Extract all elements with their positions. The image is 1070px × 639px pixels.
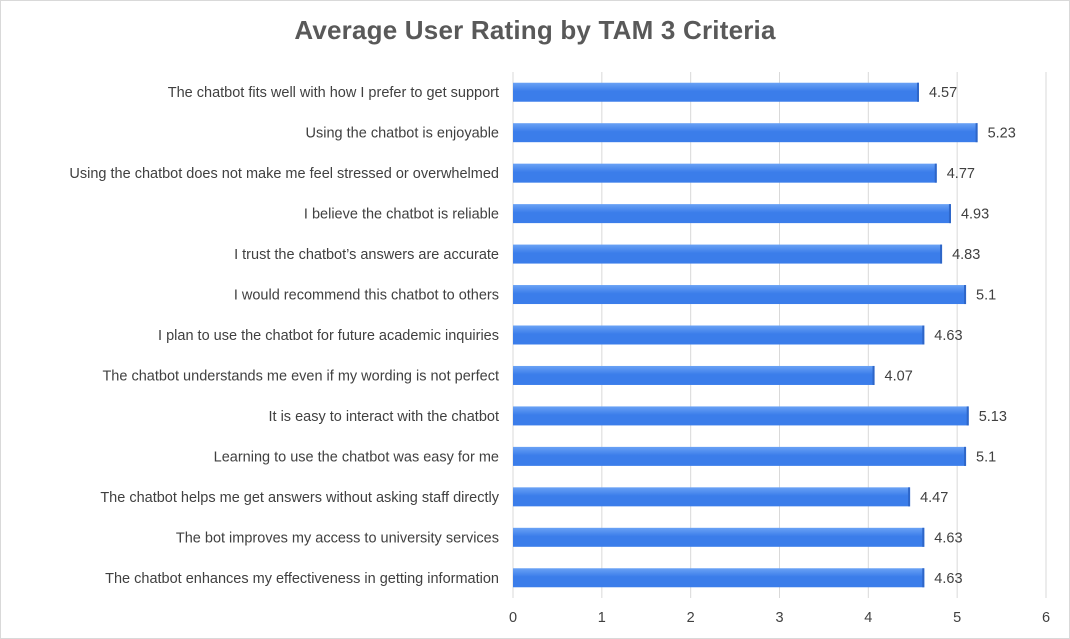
- value-label: 5.1: [976, 288, 996, 304]
- bar-end-shade: [975, 123, 978, 143]
- value-label: 5.23: [988, 126, 1016, 142]
- bar-end-shade: [964, 285, 967, 305]
- x-tick-label: 0: [509, 610, 517, 626]
- bar-end-shade: [934, 163, 937, 183]
- x-tick-label: 3: [775, 610, 783, 626]
- value-label: 4.93: [961, 207, 989, 223]
- bar-end-shade: [916, 82, 919, 102]
- chart-title: Average User Rating by TAM 3 Criteria: [294, 15, 776, 45]
- bar-end-shade: [948, 204, 951, 224]
- category-label: The chatbot helps me get answers without…: [100, 490, 499, 506]
- value-label: 5.13: [979, 409, 1007, 425]
- category-label: Learning to use the chatbot was easy for…: [214, 449, 499, 465]
- value-label: 4.57: [929, 85, 957, 101]
- category-label: The chatbot fits well with how I prefer …: [168, 85, 499, 101]
- bar: [513, 487, 911, 507]
- bar-end-shade: [908, 487, 911, 507]
- category-label: I plan to use the chatbot for future aca…: [158, 328, 499, 344]
- x-tick-label: 1: [598, 610, 606, 626]
- x-tick-label: 6: [1042, 610, 1050, 626]
- bar: [513, 163, 937, 183]
- category-label: I trust the chatbot’s answers are accura…: [234, 247, 499, 263]
- category-label: Using the chatbot does not make me feel …: [69, 166, 499, 182]
- value-label: 4.63: [934, 530, 962, 546]
- bar: [513, 446, 967, 466]
- value-label: 4.63: [934, 328, 962, 344]
- category-label: I would recommend this chatbot to others: [234, 288, 499, 304]
- bar-end-shade: [964, 446, 967, 466]
- value-label: 4.77: [947, 166, 975, 182]
- bar: [513, 406, 969, 426]
- bar: [513, 365, 875, 385]
- category-label: The chatbot enhances my effectiveness in…: [105, 571, 499, 587]
- x-tick-label: 2: [687, 610, 695, 626]
- category-label: It is easy to interact with the chatbot: [268, 409, 499, 425]
- bar-end-shade: [922, 568, 925, 588]
- bar: [513, 568, 925, 588]
- labels: 0 1 2 3 4 5 6 The chatbot fits well with how I …: [69, 85, 1050, 626]
- bars: [513, 82, 978, 588]
- bar-end-shade: [922, 325, 925, 345]
- bar: [513, 325, 925, 345]
- bar-end-shade: [872, 365, 875, 385]
- bar: [513, 204, 951, 224]
- category-label: The bot improves my access to university…: [176, 530, 499, 546]
- category-label: I believe the chatbot is reliable: [304, 207, 499, 223]
- bar: [513, 527, 925, 547]
- bar: [513, 285, 967, 305]
- value-label: 4.63: [934, 571, 962, 587]
- bar: [513, 244, 943, 264]
- value-label: 4.47: [920, 490, 948, 506]
- bar-end-shade: [940, 244, 943, 264]
- bar-end-shade: [922, 527, 925, 547]
- value-label: 4.83: [952, 247, 980, 263]
- bar: [513, 123, 978, 143]
- bar: [513, 82, 919, 102]
- value-label: 4.07: [885, 368, 913, 384]
- category-label: The chatbot understands me even if my wo…: [102, 368, 499, 384]
- bar-end-shade: [966, 406, 969, 426]
- category-label: Using the chatbot is enjoyable: [306, 126, 499, 142]
- x-tick-label: 5: [953, 610, 961, 626]
- x-tick-label: 4: [864, 610, 872, 626]
- value-label: 5.1: [976, 449, 996, 465]
